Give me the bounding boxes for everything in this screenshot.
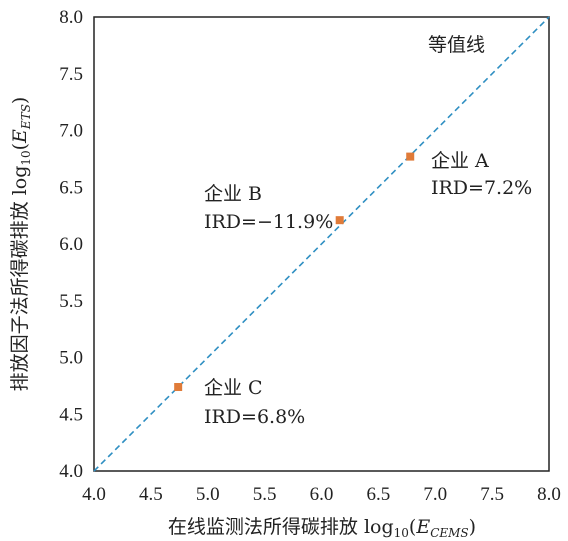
y-tick-label: 6.0 — [59, 234, 83, 255]
point-a-name: 企业 A — [431, 150, 489, 172]
point-c-name: 企业 C — [204, 377, 263, 399]
data-point — [174, 383, 183, 392]
x-tick-label: 8.0 — [537, 484, 561, 505]
y-tick-label: 4.0 — [59, 461, 83, 482]
point-a-ird: IRD=7.2% — [431, 177, 532, 199]
point-b-name: 企业 B — [204, 183, 262, 205]
y-tick-label: 6.5 — [59, 177, 83, 198]
point-b-ird: IRD=−11.9% — [204, 211, 333, 233]
x-tick-label: 5.0 — [196, 484, 220, 505]
y-tick-label: 4.5 — [59, 404, 83, 425]
y-axis-title: 排放因子法所得碳排放 log10(EETS) — [9, 97, 33, 392]
identity-line — [93, 16, 550, 472]
point-c-ird: IRD=6.8% — [204, 406, 305, 428]
x-tick-label: 4.0 — [82, 484, 106, 505]
y-tick-label: 8.0 — [59, 7, 83, 28]
x-tick-label: 5.5 — [253, 484, 277, 505]
x-tick-label: 6.5 — [367, 484, 391, 505]
x-axis-title: 在线监测法所得碳排放 log10(ECEMS) — [168, 516, 476, 540]
x-tick-label: 7.0 — [423, 484, 447, 505]
x-tick-label: 4.5 — [139, 484, 163, 505]
plot-area-frame — [93, 16, 550, 472]
y-tick-label: 5.0 — [59, 348, 83, 369]
x-tick-label: 6.0 — [310, 484, 334, 505]
y-tick-label: 7.5 — [59, 64, 83, 85]
data-point — [335, 216, 344, 225]
y-axis-ticks: 4.0 4.5 5.0 5.5 6.0 6.5 7.0 7.5 8.0 — [59, 7, 83, 482]
data-points — [174, 152, 415, 392]
y-tick-label: 7.0 — [59, 121, 83, 142]
data-point — [406, 152, 415, 161]
y-tick-label: 5.5 — [59, 291, 83, 312]
x-tick-label: 7.5 — [480, 484, 504, 505]
identity-line-label: 等值线 — [428, 34, 485, 56]
x-axis-ticks: 4.0 4.5 5.0 5.5 6.0 6.5 7.0 7.5 8.0 — [82, 484, 561, 505]
